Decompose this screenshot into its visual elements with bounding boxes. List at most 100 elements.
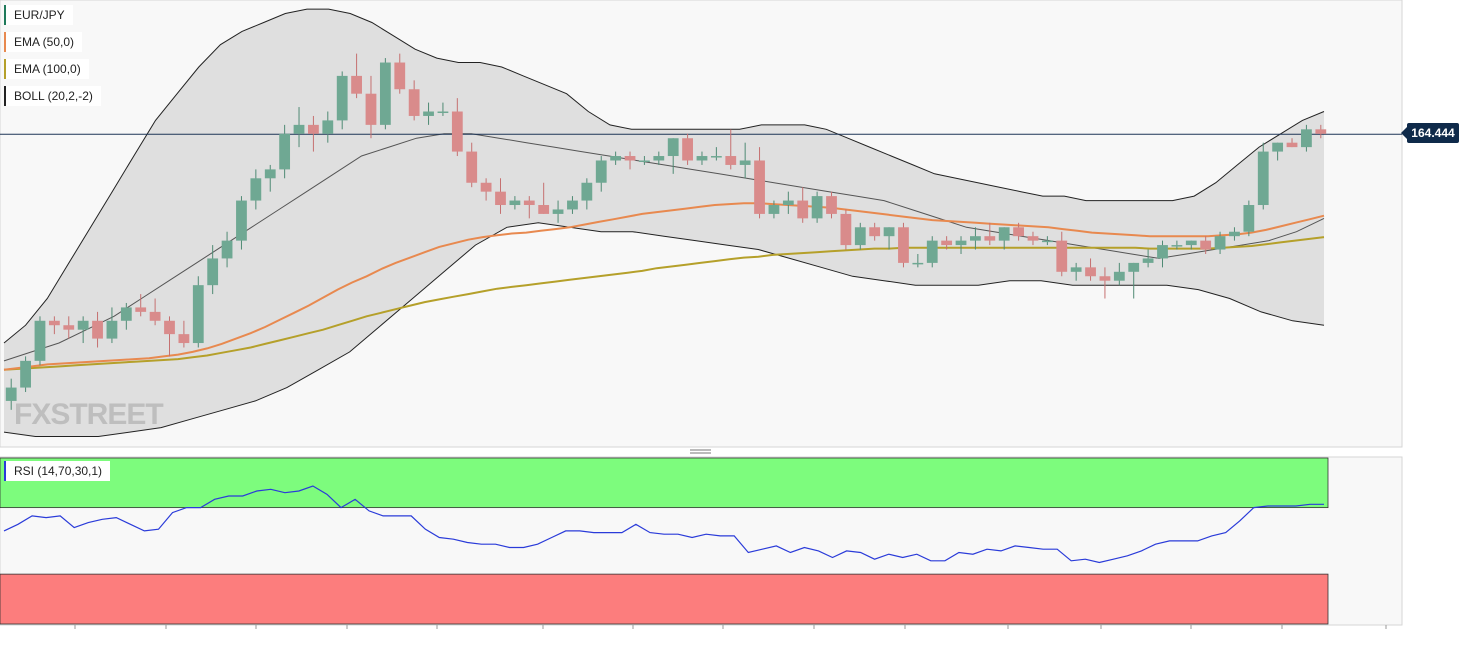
candle-body xyxy=(998,227,1010,241)
candle-body xyxy=(768,205,780,214)
candle-body xyxy=(120,307,132,321)
candle-body xyxy=(5,387,17,401)
legend-ema100[interactable]: EMA (100,0) xyxy=(4,59,89,79)
candle-body xyxy=(1301,129,1312,148)
candle-body xyxy=(782,200,794,206)
candle-body xyxy=(912,262,924,265)
rsi-overbought-zone xyxy=(0,457,1329,509)
candle-body xyxy=(466,151,478,183)
ema50-line xyxy=(3,202,1325,371)
candle-body xyxy=(1128,262,1140,272)
candle-body xyxy=(797,200,809,219)
candle-body xyxy=(984,236,996,241)
rsi-line xyxy=(3,485,1324,564)
candle-body xyxy=(509,200,521,206)
candle-body xyxy=(1013,227,1024,237)
candle-body xyxy=(725,156,737,165)
candle-body xyxy=(1272,142,1284,152)
candle-body xyxy=(538,205,550,214)
candle-body xyxy=(523,200,535,206)
candle-body xyxy=(970,236,981,241)
watermark-logo: FXSTREET xyxy=(14,398,164,431)
bollinger-lower-line xyxy=(3,222,1325,437)
candle-body xyxy=(236,200,247,241)
candle-body xyxy=(595,160,607,183)
candle-body xyxy=(1041,240,1053,243)
candle-body xyxy=(840,213,852,246)
candle-body xyxy=(1243,205,1255,232)
candle-body xyxy=(34,320,46,361)
candle-body xyxy=(1185,240,1197,246)
candle-body xyxy=(667,138,679,157)
candle-body xyxy=(883,227,895,237)
candle-body xyxy=(480,182,492,192)
candle-body xyxy=(754,160,765,214)
legend-rsi[interactable]: RSI (14,70,30,1) xyxy=(4,461,111,481)
candle-body xyxy=(437,111,449,114)
candle-body xyxy=(1157,245,1168,259)
candle-body xyxy=(495,191,506,206)
candle-body xyxy=(1056,240,1068,272)
candle-body xyxy=(207,258,219,286)
candle-body xyxy=(955,240,967,246)
candle-body xyxy=(639,160,650,162)
candle-body xyxy=(1142,258,1154,263)
candle-body xyxy=(567,200,578,210)
candle-body xyxy=(408,89,420,116)
candle-body xyxy=(610,156,622,161)
candle-body xyxy=(710,156,722,158)
candle-body xyxy=(451,111,463,152)
candle-body xyxy=(1286,142,1298,148)
bollinger-band-fill xyxy=(4,9,1324,437)
candle-body xyxy=(279,133,291,170)
candle-body xyxy=(92,320,103,339)
candle-body xyxy=(1070,267,1082,272)
candle-body xyxy=(322,120,334,134)
candle-body xyxy=(20,360,31,388)
candle-body xyxy=(1257,151,1269,206)
candle-body xyxy=(1200,240,1212,250)
candle-body xyxy=(739,160,751,165)
candle-body xyxy=(869,227,881,237)
candle-body xyxy=(552,209,564,214)
legend-boll[interactable]: BOLL (20,2,-2) xyxy=(4,86,101,106)
candle-body xyxy=(1214,236,1226,250)
candle-body xyxy=(192,285,204,344)
candle-body xyxy=(250,178,262,201)
panel-resize-handle[interactable] xyxy=(690,449,711,454)
candle-body xyxy=(135,307,147,312)
candle-body xyxy=(1171,245,1183,247)
candle-body xyxy=(581,182,593,201)
candle-body xyxy=(854,227,866,246)
ema100-line xyxy=(3,236,1325,371)
candle-body xyxy=(926,240,938,263)
last-price-tag: 164.444 xyxy=(1401,123,1459,143)
candle-body xyxy=(826,196,837,214)
candle-body xyxy=(898,227,909,263)
candle-body xyxy=(365,93,377,125)
candle-body xyxy=(1085,267,1096,277)
candle-body xyxy=(1027,236,1039,241)
candle-body xyxy=(394,62,406,90)
candle-body xyxy=(624,156,636,161)
candle-body xyxy=(77,320,89,330)
rsi-oversold-zone xyxy=(0,573,1329,625)
legend-pair[interactable]: EUR/JPY xyxy=(4,5,73,25)
candle-body xyxy=(423,111,434,116)
candle-body xyxy=(682,138,693,161)
candle-body xyxy=(106,320,118,339)
candle-body xyxy=(941,240,953,246)
candle-body xyxy=(379,62,391,125)
candle-body xyxy=(293,124,305,134)
candle-body xyxy=(1099,276,1111,281)
legend-ema50[interactable]: EMA (50,0) xyxy=(4,32,83,52)
bollinger-upper-line xyxy=(3,8,1325,344)
candle-body xyxy=(63,325,75,330)
candle-body xyxy=(308,124,319,134)
candle-body xyxy=(1229,231,1240,237)
candle-body xyxy=(1315,129,1327,134)
candle-body xyxy=(178,334,190,344)
candle-body xyxy=(653,156,665,161)
candle-body xyxy=(221,240,233,259)
